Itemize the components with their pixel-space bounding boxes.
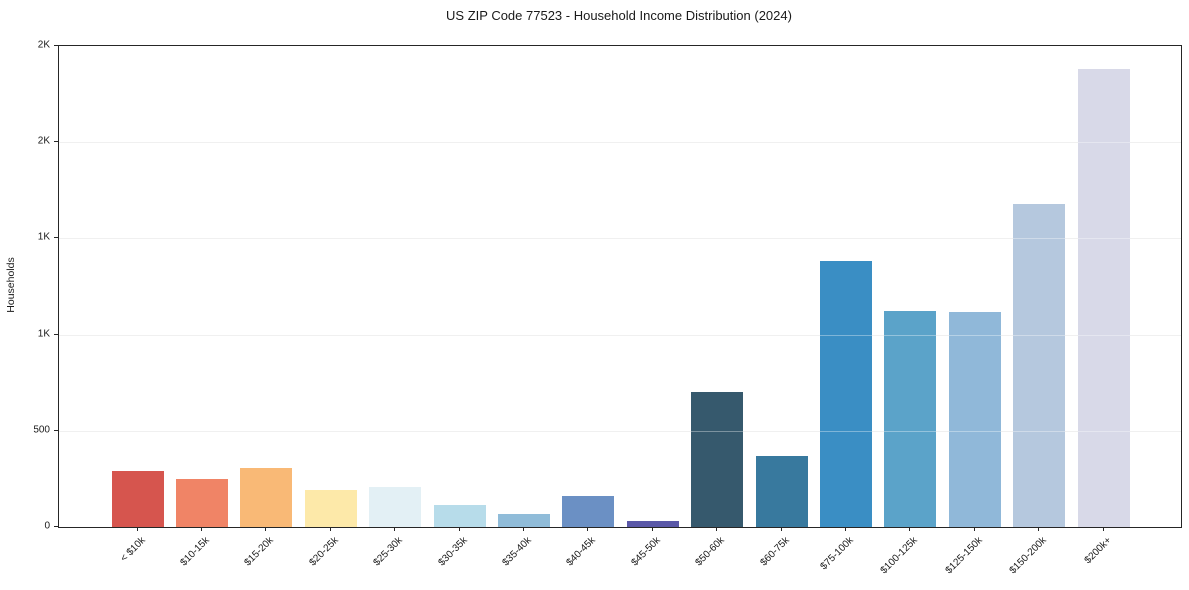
- gridline-overlay-2000: [59, 142, 1181, 144]
- x-tick-label-20-25k: $20-25k: [307, 535, 341, 569]
- gridline-1000: [59, 334, 1181, 336]
- bar-150-200k: [1013, 203, 1066, 527]
- gridline-overlay-1500: [59, 238, 1181, 240]
- bar-60-75k: [755, 455, 808, 527]
- bar-35-40k: [497, 513, 550, 527]
- bar-10-15k: [175, 478, 228, 527]
- bar-45-50k: [626, 521, 679, 527]
- y-tick-mark-1000: [54, 333, 58, 335]
- x-tick-label-30-35k: $30-35k: [435, 535, 470, 569]
- x-tick-mark-150-200k: [1038, 527, 1040, 531]
- x-tick-mark-100-125k: [909, 527, 911, 531]
- x-tick-label-75-100k: $75-100k: [818, 535, 856, 573]
- plot-area: [58, 45, 1182, 528]
- x-tick-mark-75-100k: [844, 527, 846, 531]
- gridline-1500: [59, 238, 1181, 240]
- x-tick-label-15-20k: $15-20k: [242, 535, 277, 569]
- x-tick-mark-35-40k: [522, 527, 524, 531]
- bar-50-60k: [691, 392, 744, 527]
- gridline-2000: [59, 142, 1181, 144]
- y-tick-label-2500: 2K: [37, 39, 50, 51]
- gridline-overlay-500: [59, 430, 1181, 432]
- x-tick-label-10k: < $10k: [118, 535, 148, 565]
- y-tick-label-500: 500: [33, 424, 50, 436]
- x-tick-label-10-15k: $10-15k: [178, 535, 212, 569]
- gridline-500: [59, 430, 1181, 432]
- x-tick-mark-200k+: [1102, 527, 1104, 531]
- bar-30-35k: [433, 504, 486, 527]
- x-tick-label-60-75k: $60-75k: [757, 535, 792, 569]
- bar-40-45k: [562, 496, 615, 527]
- bar-25-30k: [369, 486, 422, 527]
- x-tick-mark-50-60k: [716, 527, 718, 531]
- y-tick-mark-1500: [54, 237, 58, 239]
- x-tick-mark-125-150k: [973, 527, 975, 531]
- x-tick-label-125-150k: $125-150k: [943, 535, 985, 577]
- y-tick-label-2000: 2K: [37, 135, 50, 147]
- y-tick-label-1500: 1K: [37, 231, 50, 243]
- gridline-overlay-1000: [59, 334, 1181, 336]
- y-tick-mark-500: [54, 429, 58, 431]
- x-tick-mark-25-30k: [394, 527, 396, 531]
- x-tick-mark-60-75k: [780, 527, 782, 531]
- y-tick-mark-0: [54, 526, 58, 527]
- chart-title: US ZIP Code 77523 - Household Income Dis…: [446, 8, 792, 23]
- bar-15-20k: [240, 468, 293, 527]
- x-tick-mark-45-50k: [651, 527, 653, 531]
- x-tick-mark-40-45k: [587, 527, 589, 531]
- y-axis-label: Households: [5, 257, 17, 313]
- bar-10k: [111, 471, 164, 527]
- x-tick-mark-10k: [136, 527, 138, 531]
- x-tick-label-35-40k: $35-40k: [500, 535, 534, 569]
- bar-200k+: [1077, 69, 1130, 527]
- x-tick-label-45-50k: $45-50k: [629, 535, 663, 569]
- x-tick-mark-15-20k: [265, 527, 267, 531]
- x-tick-mark-20-25k: [329, 527, 331, 531]
- bar-125-150k: [948, 312, 1001, 527]
- x-tick-label-50-60k: $50-60k: [693, 535, 727, 569]
- bar-75-100k: [819, 261, 872, 527]
- x-tick-label-25-30k: $25-30k: [371, 535, 405, 569]
- bar-100-125k: [884, 310, 937, 527]
- x-tick-mark-30-35k: [458, 527, 460, 531]
- y-tick-label-0: 0: [44, 520, 50, 532]
- y-tick-label-1000: 1K: [37, 328, 50, 340]
- x-tick-label-100-125k: $100-125k: [878, 535, 921, 577]
- bar-20-25k: [304, 490, 357, 527]
- x-tick-mark-10-15k: [200, 527, 202, 531]
- x-tick-label-200k+: $200k+: [1082, 535, 1114, 567]
- x-tick-label-150-200k: $150-200k: [1007, 535, 1049, 577]
- x-tick-label-40-45k: $40-45k: [564, 535, 599, 569]
- y-tick-mark-2000: [54, 141, 58, 143]
- y-tick-mark-2500: [54, 45, 58, 46]
